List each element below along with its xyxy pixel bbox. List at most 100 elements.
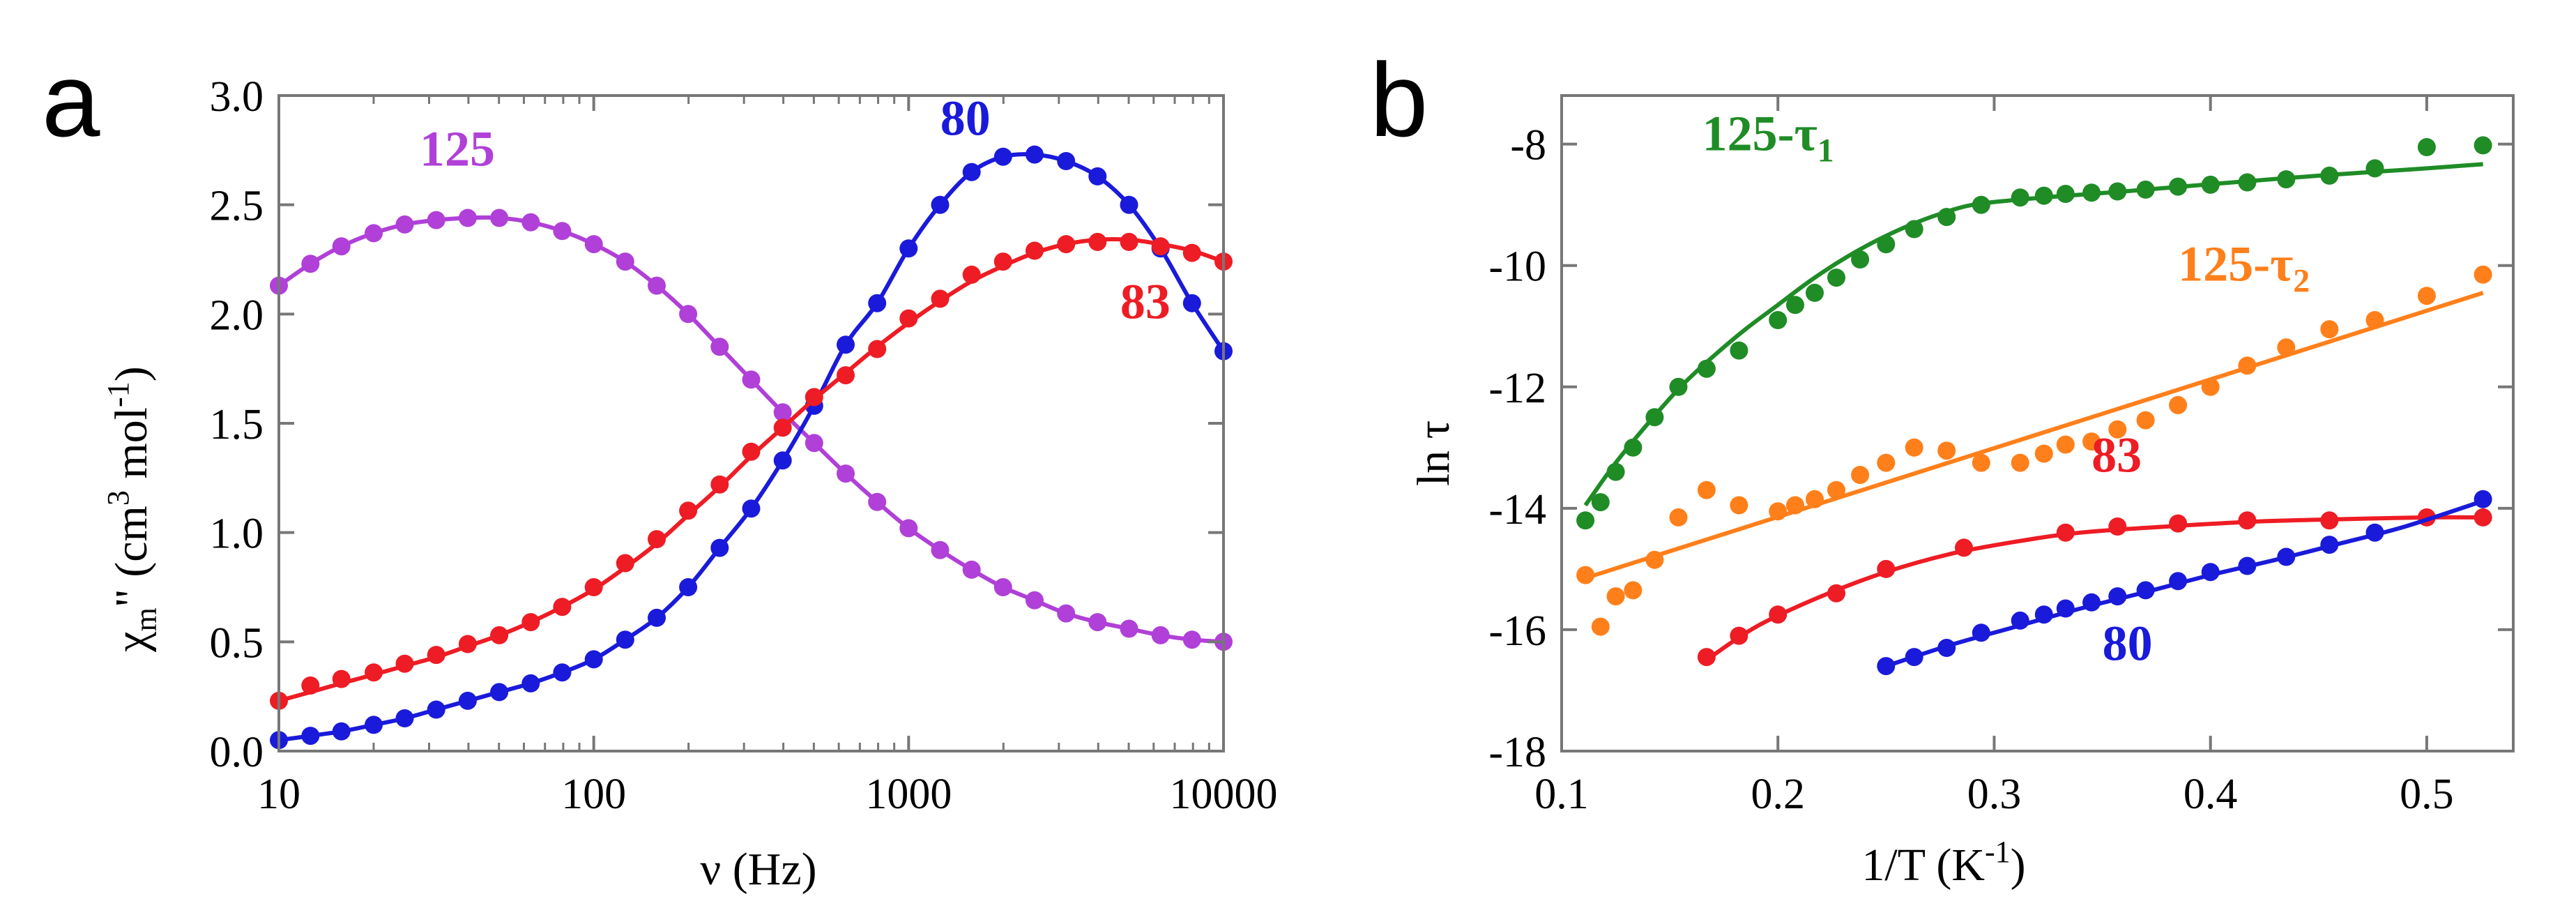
data-point	[2011, 453, 2029, 472]
data-point	[1088, 232, 1107, 251]
data-point	[2011, 188, 2029, 207]
data-point	[2474, 136, 2492, 155]
data-point	[1697, 359, 1716, 378]
y-tick-label: 3.0	[210, 73, 264, 121]
y-tick-label: 2.0	[210, 292, 264, 339]
y-tick-label: -14	[1488, 486, 1546, 534]
data-point	[1026, 241, 1044, 260]
data-point	[1057, 235, 1076, 254]
fit-line-125	[277, 215, 1224, 644]
panel-b-axes: 0.1 0.2 0.3 0.4 0.5 -18 -16 -14 -12 -10 -8	[1488, 96, 2513, 818]
data-point	[521, 213, 540, 232]
data-point	[2365, 523, 2384, 542]
y-tick-label: -10	[1488, 243, 1546, 291]
data-point	[616, 554, 634, 573]
data-point	[2169, 572, 2188, 591]
data-point	[395, 215, 414, 234]
data-point	[1937, 441, 1956, 460]
series-125-2: 125-τ2	[1576, 236, 2492, 636]
data-point	[2034, 186, 2053, 205]
data-point	[931, 195, 950, 214]
data-point	[1697, 481, 1716, 499]
data-point	[365, 716, 383, 734]
data-point	[993, 578, 1012, 596]
data-point	[1806, 490, 1824, 508]
data-point	[1120, 619, 1138, 638]
data-point	[2277, 547, 2296, 566]
data-point	[553, 222, 572, 241]
series-83: 83	[1697, 427, 2492, 667]
panel-b-x-axis-title: 1/T (K-1)	[1861, 835, 2025, 891]
data-point	[993, 252, 1012, 271]
data-point	[2108, 420, 2127, 439]
data-point	[2136, 581, 2155, 600]
data-point	[2201, 377, 2220, 396]
data-point	[2417, 287, 2436, 305]
x-tick-label: 0.5	[2400, 771, 2454, 818]
data-point	[1182, 630, 1201, 649]
data-point	[2056, 185, 2075, 203]
data-point	[773, 418, 792, 437]
data-point	[2056, 523, 2075, 542]
data-point	[1905, 438, 1923, 457]
x-tick-label: 0.4	[2183, 771, 2238, 818]
data-point	[868, 492, 887, 511]
data-point	[2277, 338, 2296, 357]
data-point	[679, 305, 698, 324]
data-point	[868, 340, 887, 358]
data-point	[2417, 138, 2436, 156]
data-point	[1645, 408, 1664, 427]
data-point	[1120, 232, 1138, 251]
data-point	[679, 501, 698, 520]
data-point	[1730, 626, 1748, 645]
data-point	[2474, 508, 2492, 527]
data-point	[2082, 432, 2101, 451]
data-point	[2238, 173, 2257, 192]
data-point	[1851, 466, 1870, 484]
data-point	[301, 255, 320, 273]
data-point	[1026, 145, 1044, 164]
data-point	[899, 519, 918, 538]
data-point	[1624, 581, 1643, 600]
data-point	[1955, 538, 1973, 557]
data-point	[2082, 593, 2101, 612]
data-point	[427, 646, 445, 665]
data-point	[1151, 237, 1170, 256]
data-point	[2277, 170, 2296, 189]
data-point	[1591, 493, 1610, 512]
series-label-80: 80	[2103, 615, 2153, 671]
data-point	[2169, 177, 2188, 196]
data-point	[679, 578, 698, 596]
data-point	[427, 211, 445, 229]
data-point	[1591, 617, 1610, 636]
series-125: 125	[270, 121, 1233, 651]
data-point	[395, 654, 414, 673]
data-point	[837, 464, 855, 483]
data-point	[931, 289, 950, 308]
data-point	[490, 626, 509, 644]
panel-a-data: 125 80 83	[270, 90, 1233, 750]
data-point	[1905, 648, 1923, 667]
data-point	[2011, 611, 2029, 630]
data-point	[1972, 623, 1990, 642]
series-83: 83	[270, 232, 1233, 710]
panel-b-plot-frame	[1560, 94, 2515, 752]
x-tick-label: 0.2	[1751, 771, 1805, 818]
y-tick-label: 1.5	[210, 401, 264, 448]
data-point	[1606, 462, 1625, 481]
data-point	[2365, 159, 2384, 178]
series-label-83: 83	[1120, 274, 1171, 330]
data-point	[521, 674, 540, 693]
data-point	[1972, 453, 1990, 472]
data-point	[1730, 496, 1748, 515]
data-point	[2320, 511, 2339, 530]
data-point	[1937, 639, 1956, 657]
data-point	[332, 722, 351, 741]
data-point	[301, 727, 320, 746]
data-point	[365, 224, 383, 243]
data-point	[899, 239, 918, 258]
data-point	[1877, 235, 1896, 254]
series-label-125-1: 125-τ1	[1702, 105, 1834, 169]
data-point	[2169, 514, 2188, 533]
